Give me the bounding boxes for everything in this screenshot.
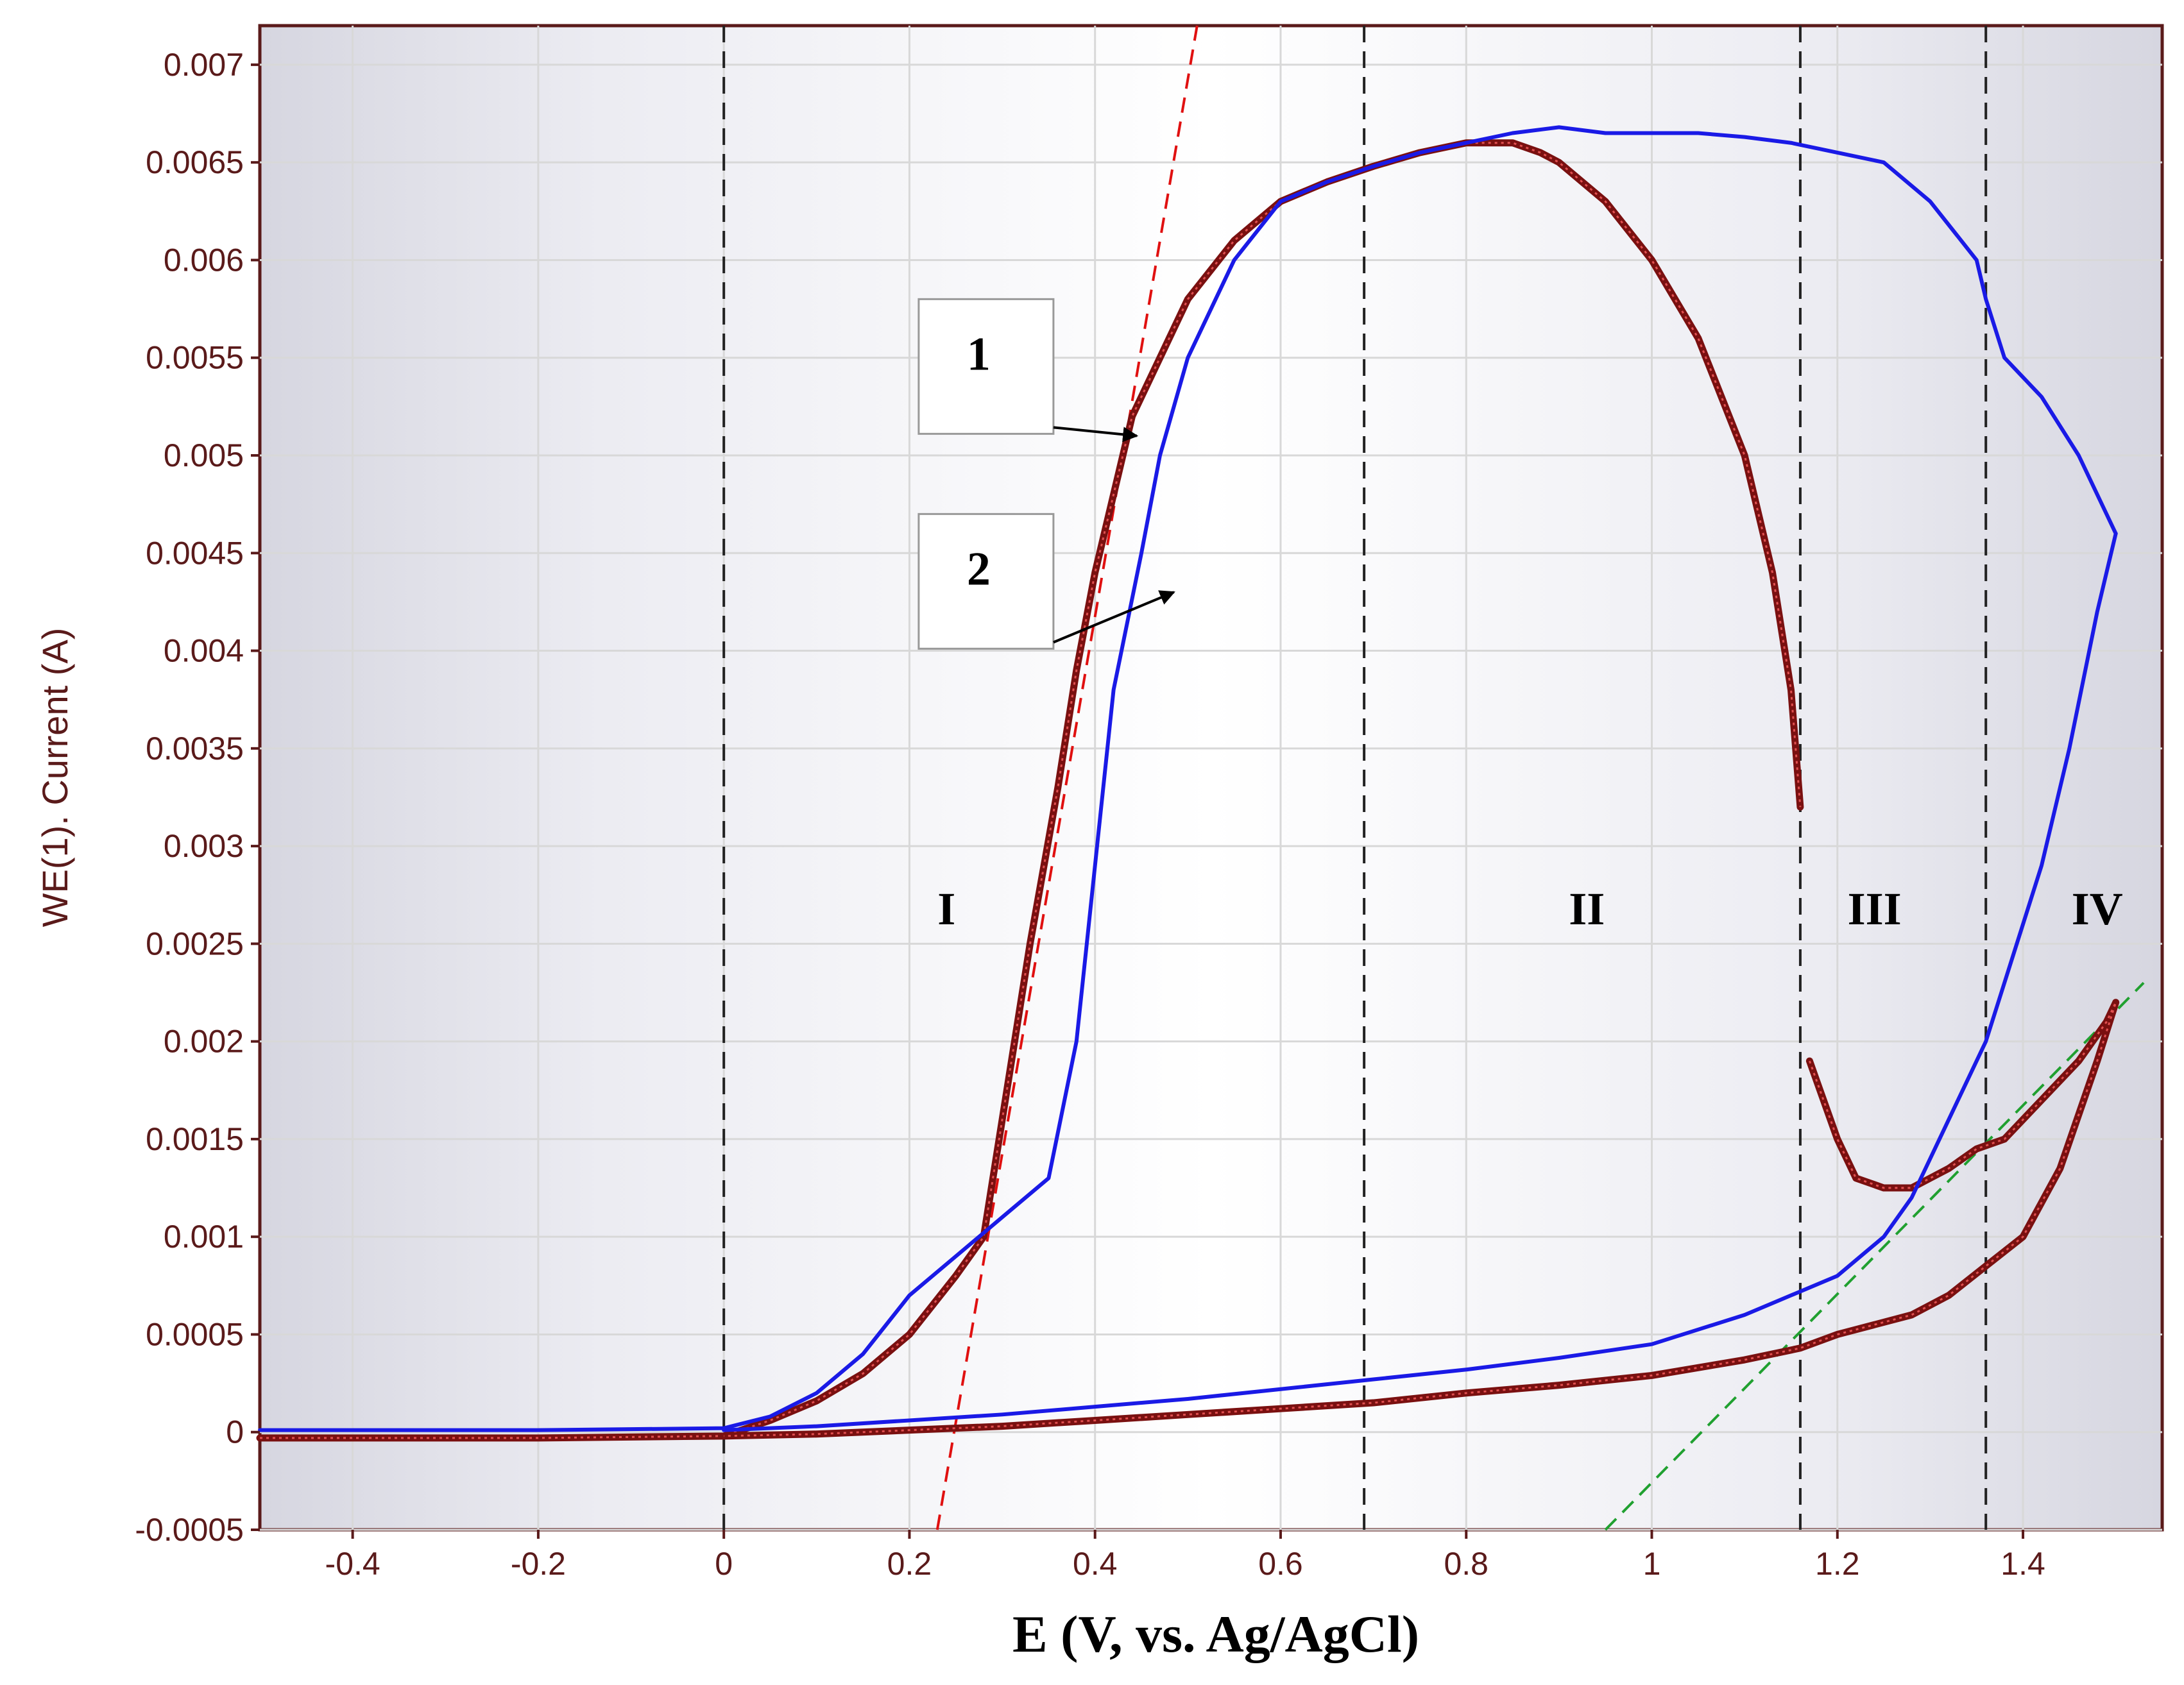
series-line-2 [258,125,2118,1432]
x-tick-label: -0.2 [511,1546,566,1582]
y-tick-label: 0.0055 [146,340,244,376]
y-tick-label: 0.002 [164,1024,244,1060]
region-label: IV [2072,883,2123,935]
fit-line [1604,981,2145,1531]
series-group [256,125,2120,1442]
region-label: III [1848,883,1902,935]
y-tick-label: 0.003 [164,828,244,864]
y-tick-label: 0 [226,1414,244,1450]
fit-line [935,25,1199,1530]
x-tick-label: 0.2 [887,1546,932,1582]
y-tick-label: 0.007 [164,47,244,83]
y-axis-ticks: -0.0005 0 0.0005 0.001 0.0015 0.002 0.0025 0.00… [135,47,260,1548]
series-line-highlight-1 [260,142,1802,1439]
callout-label: 1 [967,328,991,380]
series-line-highlight-1-return [724,1002,2117,1437]
y-tick-label: 0.0035 [146,731,244,766]
y-tick-label: 0.0045 [146,535,244,571]
region-label: I [937,883,955,935]
callout-arrow [1053,426,1139,443]
fit-lines [935,25,2145,1531]
x-tick-label: -0.4 [325,1546,380,1582]
callout-box [917,298,1055,435]
y-tick-label: 0.0015 [146,1121,244,1157]
x-tick-label: 1.4 [2001,1546,2045,1582]
x-tick-label: 1.2 [1815,1546,1860,1582]
plot-area [258,24,2164,1532]
region-labels: I II III IV [937,883,2122,935]
y-axis-label: WE(1). Current (A) [35,628,75,927]
callouts: 12 [917,298,1175,650]
y-tick-label: 0.005 [164,437,244,473]
x-axis-label: E (V, vs. Ag/AgCl) [1012,1605,1419,1663]
y-tick-label: 0.006 [164,242,244,278]
x-tick-label: 0.8 [1444,1546,1489,1582]
grid [260,26,2162,1531]
x-axis-ticks: -0.4 -0.2 0 0.2 0.4 0.6 0.8 1 1.2 1.4 [325,1530,2045,1582]
x-tick-label: 0.4 [1073,1546,1118,1582]
x-tick-label: 0 [715,1546,733,1582]
x-tick-label: 1 [1643,1546,1661,1582]
y-tick-label: -0.0005 [135,1512,244,1548]
x-tick-label: 0.6 [1258,1546,1303,1582]
y-tick-label: 0.004 [164,633,244,669]
y-tick-label: 0.001 [164,1219,244,1255]
y-tick-label: 0.0065 [146,144,244,180]
series-line-2-return [722,531,2118,1432]
y-tick-label: 0.0005 [146,1316,244,1352]
callout-label: 2 [967,543,991,595]
y-tick-label: 0.0025 [146,926,244,961]
callout-arrow [1053,590,1175,644]
callout-box [917,512,1055,650]
region-label: II [1569,883,1605,935]
